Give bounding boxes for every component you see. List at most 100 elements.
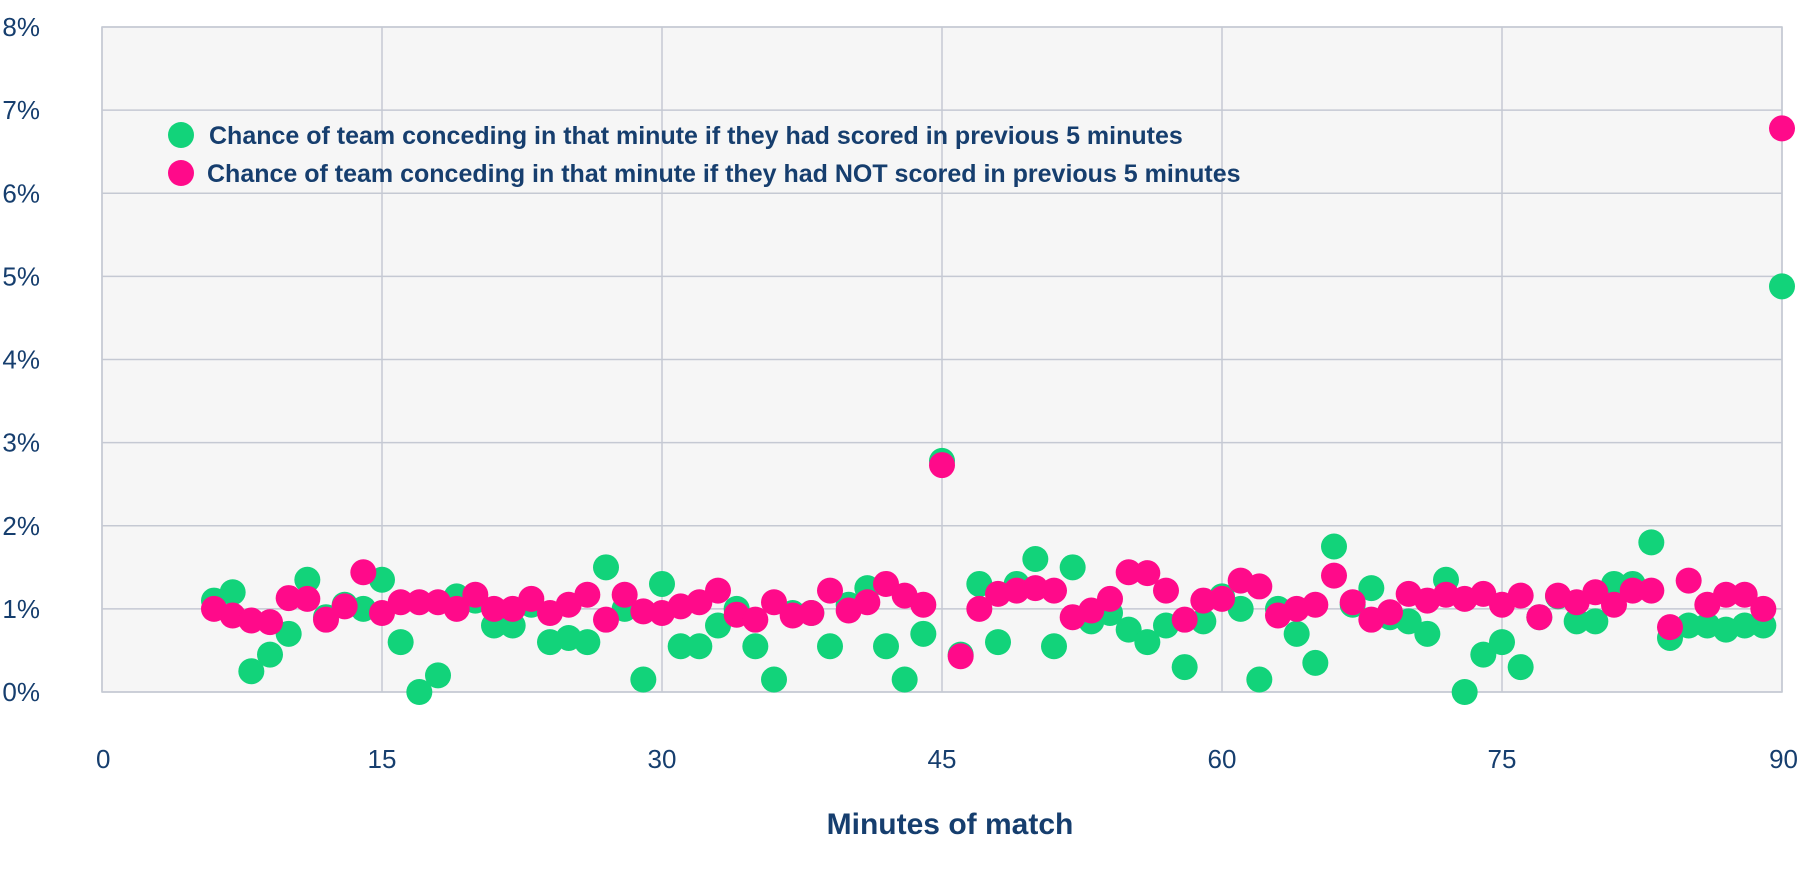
point-scored (1563, 608, 1590, 635)
point-scored (593, 554, 619, 581)
point-scored (1246, 666, 1273, 693)
point-not-scored (1339, 589, 1366, 616)
data-points (201, 115, 1795, 705)
point-scored (667, 633, 694, 660)
y-axis-ticks: 0% 1% 2% 3% 4% 5% 6% 7% 8% (2, 12, 40, 707)
legend-marker-scored (168, 122, 194, 148)
point-scored (985, 629, 1011, 656)
point-not-scored (630, 598, 657, 625)
point-not-scored (817, 577, 843, 604)
point-not-scored (1750, 595, 1777, 622)
point-scored (574, 629, 601, 656)
point-not-scored (481, 595, 507, 622)
point-scored (1171, 654, 1198, 681)
point-not-scored (1601, 591, 1627, 618)
point-not-scored (910, 591, 937, 618)
y-tick-label: 0% (2, 677, 40, 707)
point-not-scored (1769, 115, 1795, 142)
point-scored (1115, 616, 1142, 643)
point-scored (817, 633, 843, 660)
y-tick-label: 7% (2, 95, 40, 125)
point-scored (686, 633, 713, 660)
point-scored (406, 679, 433, 705)
point-not-scored (1302, 591, 1329, 618)
point-not-scored (854, 589, 881, 616)
point-scored (1134, 629, 1161, 656)
point-scored (1507, 654, 1534, 681)
legend: Chance of team conceding in that minute … (168, 122, 1241, 188)
y-tick-label: 5% (2, 261, 40, 291)
point-scored (1489, 629, 1515, 656)
point-not-scored (313, 606, 339, 633)
point-not-scored (1675, 567, 1702, 594)
point-not-scored (1582, 579, 1609, 606)
x-tick-label: 0 (96, 744, 110, 774)
point-scored (1358, 575, 1385, 602)
y-tick-label: 3% (2, 428, 40, 458)
point-scored (238, 658, 265, 685)
point-not-scored (1638, 577, 1665, 604)
y-tick-label: 2% (2, 511, 40, 541)
point-not-scored (1041, 577, 1067, 604)
point-not-scored (686, 589, 713, 616)
point-scored (387, 629, 414, 656)
point-not-scored (331, 593, 358, 620)
y-tick-label: 8% (2, 12, 40, 42)
x-axis-ticks: 0 15 30 45 60 75 90 (96, 744, 1798, 774)
point-scored (1731, 612, 1758, 639)
y-tick-label: 6% (2, 178, 40, 208)
plot-border (101, 26, 1783, 693)
point-scored (649, 570, 675, 597)
x-tick-label: 60 (1208, 744, 1237, 774)
x-axis-title: Minutes of match (827, 808, 1074, 841)
point-scored (219, 579, 246, 606)
point-scored (1638, 529, 1665, 556)
point-not-scored (873, 570, 899, 597)
point-not-scored (238, 607, 265, 634)
point-scored (257, 641, 283, 668)
point-not-scored (1246, 573, 1273, 600)
point-not-scored (947, 643, 974, 670)
point-scored (1302, 649, 1329, 676)
point-not-scored (742, 606, 769, 633)
point-not-scored (929, 452, 955, 479)
point-not-scored (1507, 582, 1534, 609)
x-tick-label: 45 (928, 744, 957, 774)
point-not-scored (574, 581, 601, 608)
point-not-scored (275, 585, 302, 612)
point-scored (910, 620, 937, 647)
point-not-scored (1526, 604, 1553, 631)
point-scored (742, 633, 769, 660)
point-not-scored (1619, 577, 1646, 604)
point-not-scored (1713, 581, 1739, 608)
point-scored (1022, 546, 1049, 572)
point-not-scored (1078, 597, 1105, 624)
point-not-scored (443, 595, 470, 622)
point-not-scored (1097, 585, 1123, 612)
point-not-scored (705, 577, 731, 604)
point-scored (1041, 633, 1067, 660)
x-tick-label: 90 (1769, 744, 1798, 774)
point-scored (294, 566, 321, 593)
point-not-scored (1190, 587, 1217, 614)
point-scored (425, 662, 451, 689)
x-tick-label: 15 (368, 744, 397, 774)
point-scored (1059, 554, 1086, 581)
point-scored (1582, 608, 1609, 635)
point-not-scored (350, 559, 377, 586)
point-scored (891, 666, 918, 693)
point-not-scored (611, 581, 638, 608)
point-scored (1190, 608, 1217, 635)
point-scored (1451, 679, 1478, 705)
point-not-scored (462, 581, 489, 608)
point-not-scored (1731, 581, 1758, 608)
point-not-scored (257, 609, 283, 636)
legend-label-not-scored: Chance of team conceding in that minute … (207, 160, 1241, 188)
point-not-scored (1209, 585, 1235, 612)
point-scored (761, 666, 787, 693)
y-tick-label: 1% (2, 594, 40, 624)
point-scored (1414, 620, 1441, 647)
point-not-scored (1171, 606, 1198, 633)
point-scored (630, 666, 657, 693)
